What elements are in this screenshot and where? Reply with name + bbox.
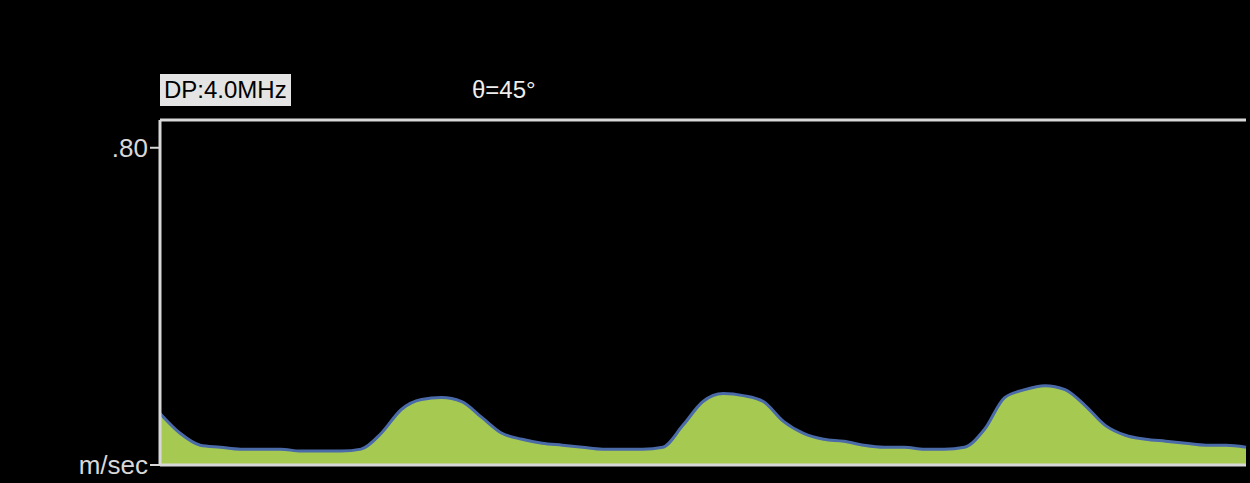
html-text:θ=45°: θ=45° xyxy=(472,76,536,103)
html-text:DP:4.0MHz: DP:4.0MHz xyxy=(164,76,287,103)
svg-text:m/sec: m/sec xyxy=(79,450,148,480)
svg-text:.80: .80 xyxy=(112,133,148,163)
